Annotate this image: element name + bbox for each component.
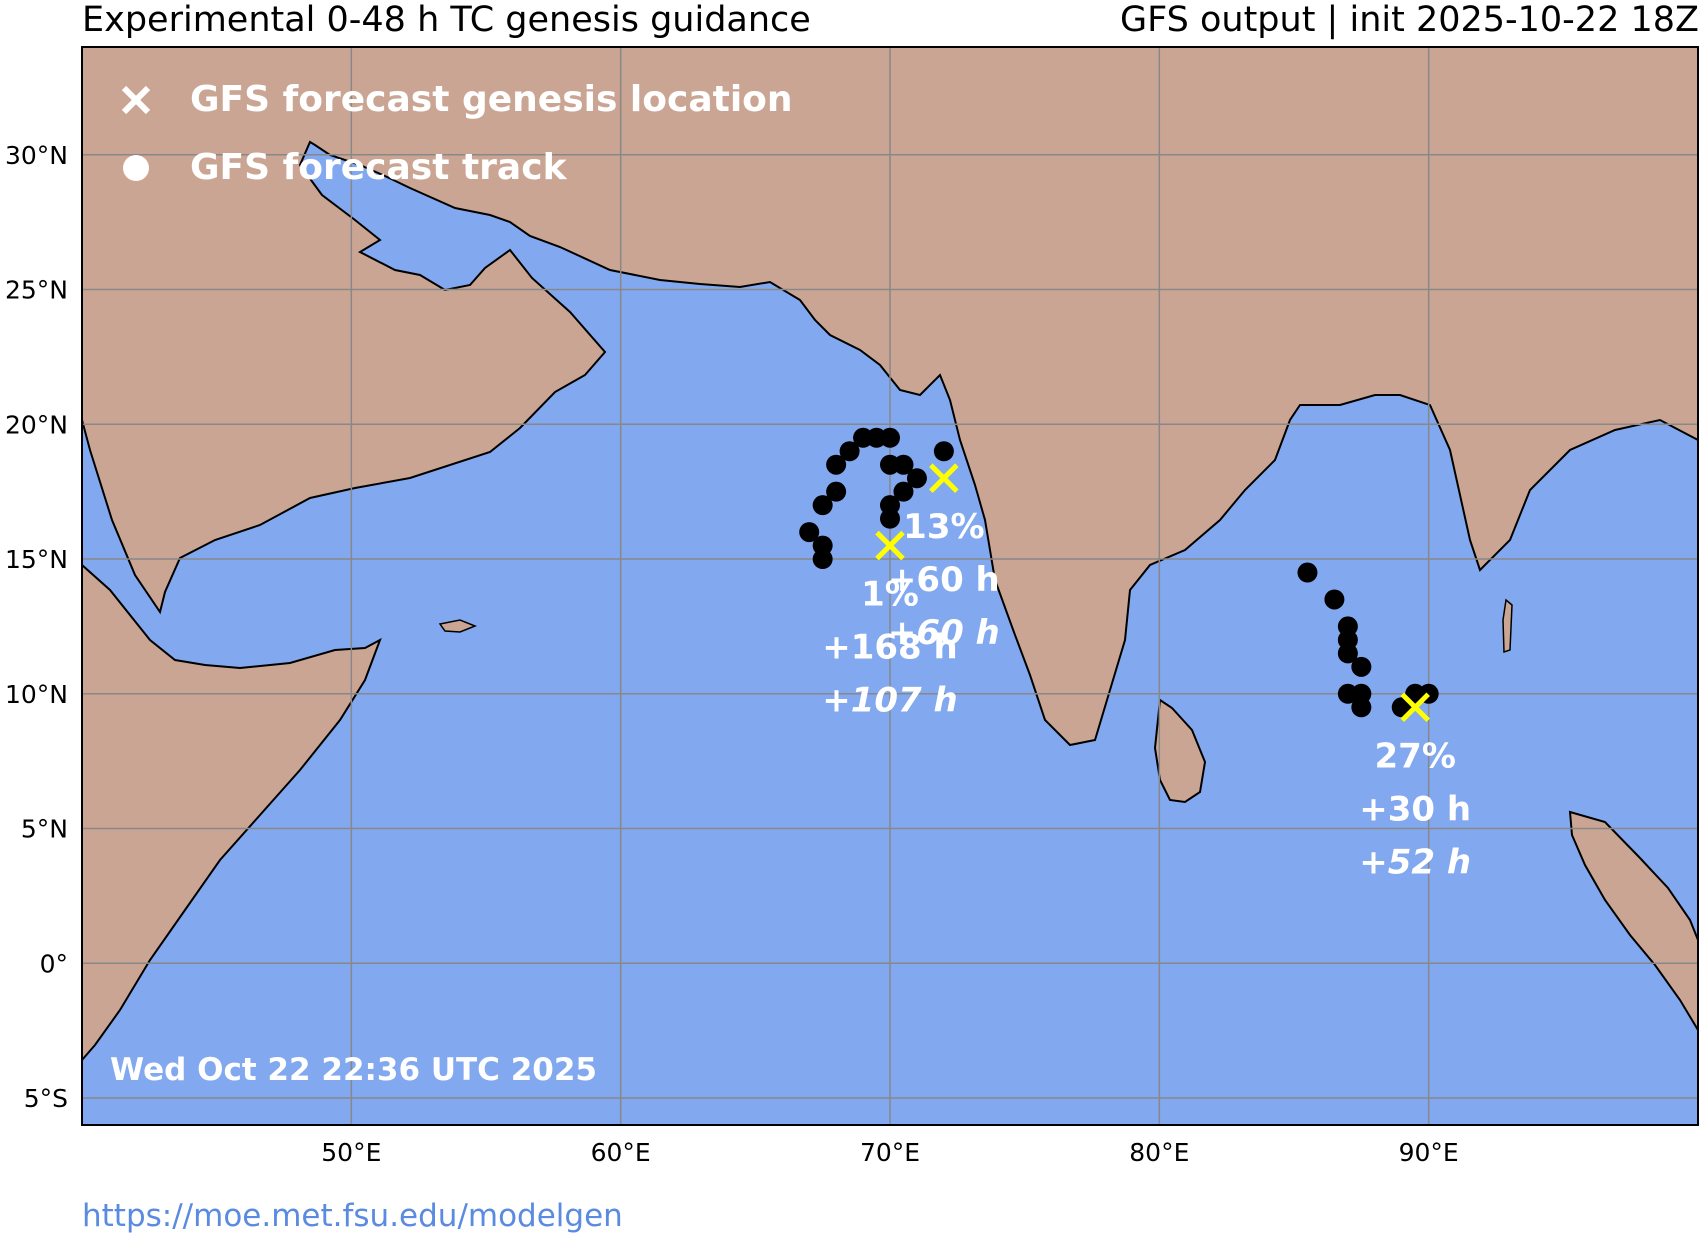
lat-tick-label: 5°S <box>24 1084 68 1113</box>
lat-tick-label: 25°N <box>5 276 68 305</box>
legend-track-label: GFS forecast track <box>190 147 568 188</box>
track-point <box>1297 562 1318 583</box>
legend: GFS forecast genesis location GFS foreca… <box>121 79 793 188</box>
track-point <box>799 522 820 543</box>
map-frame <box>81 46 1699 1126</box>
genesis-marker-icon <box>929 463 959 493</box>
land-africa <box>82 563 382 1062</box>
track-point <box>853 427 874 448</box>
latitude-tick-labels: 30°N 25°N 20°N 15°N 10°N 5°N 0° 5°S <box>5 141 68 1113</box>
landmass-layer <box>82 47 1698 1062</box>
lat-tick-label: 0° <box>40 949 68 978</box>
lat-tick-label: 20°N <box>5 410 68 439</box>
track-point <box>812 495 833 516</box>
system-label-layer: 13% +60 h +60 h1% +168 h +107 h 27% +30 h +52 h <box>822 507 1471 882</box>
lon-tick-label: 60°E <box>591 1138 651 1167</box>
track-point <box>812 549 833 570</box>
genesis-lead-time-alt: +107 h <box>822 681 958 721</box>
lon-tick-label: 70°E <box>860 1138 920 1167</box>
track-point <box>1337 616 1358 637</box>
run-timestamp: Wed Oct 22 22:36 UTC 2025 <box>110 1052 597 1088</box>
track-point <box>880 508 900 529</box>
lon-tick-label: 90°E <box>1399 1138 1459 1167</box>
legend-track-marker-icon <box>123 155 149 181</box>
genesis-lead-time-alt: +60 h <box>888 613 1000 653</box>
land-asia-mainland <box>82 47 1698 747</box>
genesis-lead-time: +60 h <box>888 560 1000 600</box>
land-andaman-islands <box>1502 598 1513 654</box>
lat-tick-label: 5°N <box>21 815 68 844</box>
track-point <box>1324 589 1345 610</box>
longitude-tick-labels: 50°E 60°E 70°E 80°E 90°E <box>321 1138 1458 1167</box>
source-link[interactable]: https://moe.met.fsu.edu/modelgen <box>82 1198 623 1234</box>
track-point <box>1337 683 1358 704</box>
genesis-probability: 27% <box>1375 736 1456 776</box>
genesis-probability: 1% <box>861 575 919 615</box>
track-point <box>880 454 900 475</box>
track-point <box>906 468 927 489</box>
lat-tick-label: 30°N <box>5 141 68 170</box>
genesis-lead-time: +168 h <box>822 628 958 668</box>
legend-genesis-label: GFS forecast genesis location <box>190 79 793 120</box>
genesis-marker-layer <box>875 463 1430 723</box>
track-point <box>839 441 860 462</box>
legend-genesis-marker-icon <box>121 85 151 115</box>
land-socotra <box>438 619 478 633</box>
model-init-label: GFS output | init 2025-10-22 18Z <box>1120 0 1699 40</box>
track-point <box>1351 656 1372 677</box>
genesis-probability: 13% <box>903 507 984 547</box>
track-point <box>933 441 954 462</box>
lat-tick-label: 15°N <box>5 545 68 574</box>
map-title: Experimental 0-48 h TC genesis guidance <box>82 0 811 40</box>
track-point <box>826 454 847 475</box>
genesis-marker-icon <box>1400 692 1430 723</box>
track-point <box>826 481 847 502</box>
lon-tick-label: 50°E <box>321 1138 381 1167</box>
genesis-marker-icon <box>875 530 905 561</box>
lat-tick-label: 10°N <box>5 680 68 709</box>
lon-tick-label: 80°E <box>1129 1138 1189 1167</box>
forecast-track-layer <box>799 427 1439 718</box>
land-sri-lanka <box>1153 698 1207 804</box>
graticule <box>82 47 1698 1125</box>
land-sumatra <box>1568 810 1698 1032</box>
genesis-lead-time-alt: +52 h <box>1359 842 1471 882</box>
genesis-lead-time: +30 h <box>1359 789 1471 829</box>
track-point <box>893 481 914 502</box>
